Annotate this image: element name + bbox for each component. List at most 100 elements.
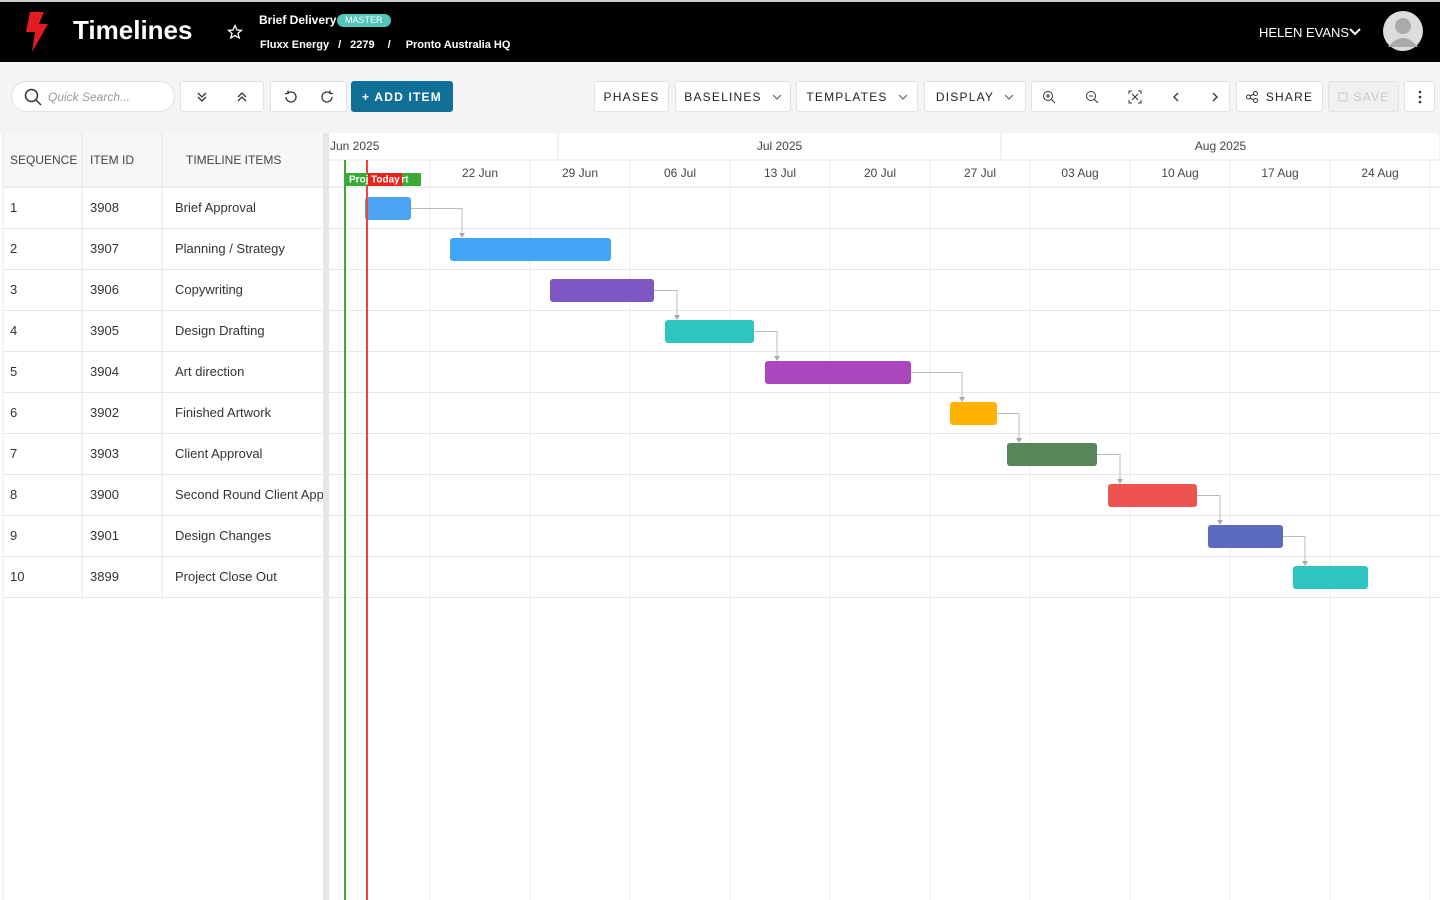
cell: Brief Approval — [175, 200, 256, 215]
dependency — [1197, 495, 1221, 521]
menu-button[interactable]: PHASES — [594, 81, 669, 112]
dependency — [411, 208, 463, 234]
arrow — [1217, 520, 1223, 525]
week-label: 17 Aug — [1261, 166, 1298, 180]
cell: 5 — [10, 364, 17, 379]
cell: 3906 — [90, 282, 119, 297]
app-title: Timelines — [73, 15, 193, 45]
next[interactable] — [1210, 91, 1220, 103]
cell: Second Round Client Approval — [175, 487, 352, 502]
chevron — [1349, 28, 1361, 36]
cell: 3905 — [90, 323, 119, 338]
user-name[interactable]: HELEN EVANS — [1259, 25, 1350, 40]
task-bar[interactable] — [665, 320, 754, 343]
cell: 3900 — [90, 487, 119, 502]
week-label: 20 Jul — [864, 166, 896, 180]
cell: 3899 — [90, 569, 119, 584]
share-icon — [1245, 90, 1258, 103]
zoom-out[interactable] — [1085, 90, 1099, 104]
chevron — [1004, 94, 1014, 100]
zoom-in[interactable] — [1042, 90, 1056, 104]
star-icon[interactable] — [227, 24, 243, 40]
project-name: Brief Delivery — [259, 13, 337, 27]
header: Timelines Brief Delivery MASTER Fluxx En… — [0, 0, 1440, 62]
zoom-controls — [1031, 81, 1230, 112]
task-bar[interactable] — [365, 197, 411, 220]
breadcrumb: Fluxx Energy/ 2279/ Pronto Australia HQ — [260, 39, 511, 51]
menu-button[interactable]: TEMPLATES — [796, 81, 918, 112]
menu-button[interactable]: BASELINES — [675, 81, 791, 112]
cell: Client Approval — [175, 446, 263, 461]
expand-collapse[interactable] — [180, 81, 264, 112]
arrow — [459, 233, 465, 238]
cell: 3903 — [90, 446, 119, 461]
task-bar[interactable] — [550, 279, 654, 302]
save-icon — [1338, 92, 1348, 101]
week-label: 10 Aug — [1161, 166, 1198, 180]
save-label: SAVE — [1353, 89, 1390, 104]
undo-icon[interactable] — [283, 90, 297, 104]
logo — [26, 12, 48, 52]
cell: Project Close Out — [175, 569, 277, 584]
task-bar[interactable] — [1108, 484, 1197, 507]
redo-icon[interactable] — [320, 90, 335, 104]
cell: 8 — [10, 487, 17, 502]
crumb[interactable]: Pronto Australia HQ — [405, 39, 511, 51]
add-item-button[interactable]: + ADD ITEM — [351, 81, 453, 112]
search-box[interactable]: Quick Search... — [11, 81, 175, 112]
cell: 3908 — [90, 200, 119, 215]
week-label: 06 Jul — [664, 166, 696, 180]
share-button[interactable]: SHARE — [1236, 81, 1323, 112]
task-bar[interactable] — [950, 402, 997, 425]
search-icon — [24, 88, 42, 106]
month-label: Aug 2025 — [1195, 139, 1247, 153]
more-icon — [1418, 90, 1421, 103]
undo-redo[interactable] — [270, 81, 347, 112]
cell: 3907 — [90, 241, 119, 256]
column-header: SEQUENCE — [10, 153, 77, 167]
cell: 3 — [10, 282, 17, 297]
column-header: ITEM ID — [90, 153, 134, 167]
week-label: 27 Jul — [964, 166, 996, 180]
arrow — [774, 356, 780, 361]
task-bar[interactable] — [1007, 443, 1097, 466]
cell: Planning / Strategy — [175, 241, 285, 256]
cell: 9 — [10, 528, 17, 543]
menu-button[interactable]: DISPLAY — [924, 81, 1026, 112]
search-placeholder: Quick Search... — [48, 89, 131, 104]
menu-label: TEMPLATES — [806, 89, 888, 104]
arrow — [1016, 438, 1022, 443]
cell: Design Drafting — [175, 323, 265, 338]
save-button: SAVE — [1328, 81, 1399, 112]
crumb[interactable]: 2279 — [350, 39, 375, 51]
column-header: TIMELINE ITEMS — [186, 153, 281, 167]
week-label: 24 Aug — [1361, 166, 1398, 180]
prev[interactable] — [1171, 91, 1181, 103]
month-label: Jun 2025 — [330, 139, 380, 153]
menu-label: DISPLAY — [935, 89, 995, 104]
dependency — [911, 372, 963, 398]
cell: Art direction — [175, 364, 244, 379]
cell: 3901 — [90, 528, 119, 543]
task-bar[interactable] — [1293, 566, 1368, 589]
avatar[interactable] — [1383, 11, 1423, 51]
more-button[interactable] — [1404, 81, 1435, 112]
month-label: Jul 2025 — [757, 139, 803, 153]
task-bar[interactable] — [450, 238, 611, 261]
arrow — [1302, 561, 1308, 566]
cell: 2 — [10, 241, 17, 256]
crumb[interactable]: Fluxx Energy — [260, 39, 330, 51]
chevron — [772, 94, 782, 100]
task-bar[interactable] — [765, 361, 911, 384]
collapse-icon[interactable] — [236, 91, 248, 103]
task-bar[interactable] — [1208, 525, 1283, 548]
week-label: 03 Aug — [1061, 166, 1098, 180]
cell: 1 — [10, 200, 17, 215]
menu-label: BASELINES — [684, 89, 762, 104]
arrow — [1117, 479, 1123, 484]
expand-icon[interactable] — [196, 91, 208, 103]
dependency — [1097, 454, 1121, 480]
cell: 6 — [10, 405, 17, 420]
fit[interactable] — [1128, 90, 1142, 104]
cell: 3904 — [90, 364, 119, 379]
